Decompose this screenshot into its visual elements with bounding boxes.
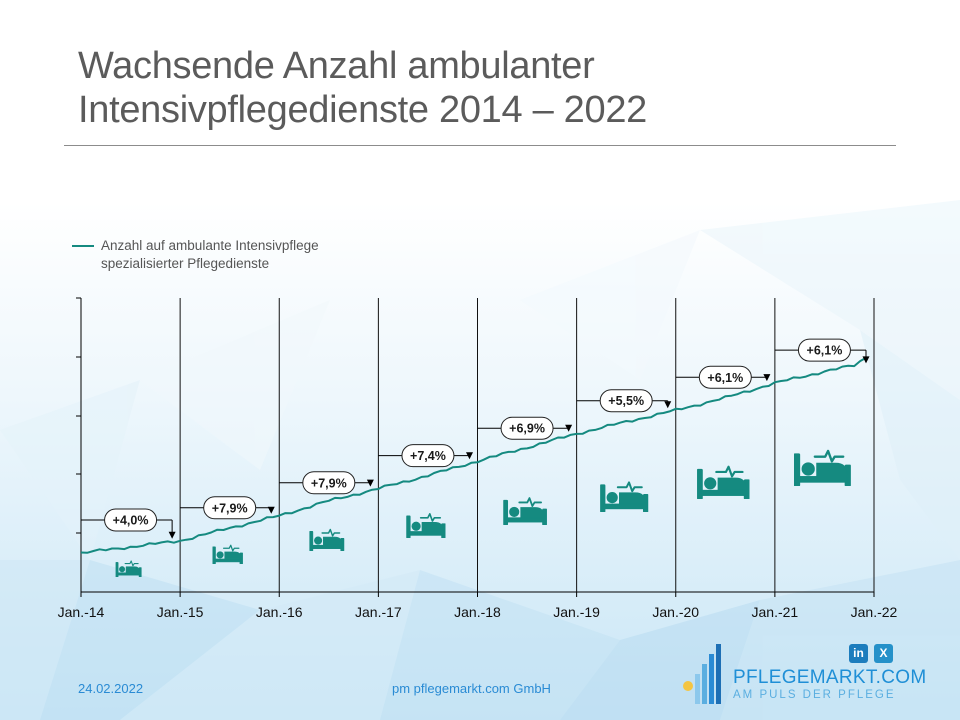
annotation-pill (500, 416, 554, 440)
x-tick-labels: Jan.-14 Jan.-15 Jan.-16 Jan.-17 Jan.-18 Jan.-… (58, 604, 898, 620)
annotation-label: +7,9% (311, 476, 347, 490)
x-tick-label: Jan.-20 (652, 604, 699, 620)
pflegemarkt-logo-icon (683, 644, 721, 704)
annotation-pill (401, 444, 455, 468)
footer-date: 24.02.2022 (78, 681, 144, 696)
annotation-arrowhead (267, 506, 275, 514)
annotation-label: +6,1% (807, 344, 843, 358)
grid (80, 298, 875, 597)
legend-label: Anzahl auf ambulante Intensivpflege spez… (101, 238, 319, 271)
annotation-pill (698, 365, 752, 389)
annotation-pill (203, 496, 257, 520)
annotation-label: +5,5% (608, 394, 644, 408)
annotation-arrowhead (366, 479, 374, 487)
x-tick-label: Jan.-14 (58, 604, 105, 620)
hospital-bed-icon (212, 544, 243, 564)
brand-tagline: AM PULS DER PFLEGE (733, 689, 896, 701)
hospital-bed-icon (600, 481, 649, 512)
annotation-arrowhead (862, 356, 870, 364)
x-tick-label: Jan.-22 (851, 604, 898, 620)
hospital-bed-icon (309, 528, 345, 552)
annotation-label: +6,9% (509, 422, 545, 436)
annotation-label: +6,1% (707, 371, 743, 385)
hospital-bed-icon (115, 560, 142, 577)
annotation-pill (599, 389, 653, 413)
annotations: +4,0% +7,9% +7,9% +7,4% +6,9% +5,5% +6,1% +6,1% (81, 338, 870, 539)
series-line-path (80, 356, 867, 554)
annotation-pill (797, 338, 851, 362)
annotation-arrowhead (664, 401, 672, 409)
annotation-arrowhead (763, 374, 771, 382)
x-tick-label: Jan.-21 (752, 604, 799, 620)
xing-icon[interactable]: X (874, 644, 893, 663)
annotation-arrowhead (168, 531, 176, 539)
annotation-arrowhead (466, 452, 473, 460)
footer-company: pm pflegemarkt.com GmbH (392, 681, 551, 696)
annotation-pill (302, 471, 356, 495)
annotation-pill (104, 508, 158, 532)
legend-swatch (72, 245, 94, 247)
plot-frame (76, 297, 874, 593)
x-tick-label: Jan.-16 (256, 604, 303, 620)
page-title: Wachsende Anzahl ambulanter Intensivpfle… (78, 45, 648, 131)
annotation-label: +4,0% (113, 514, 149, 528)
x-tick-label: Jan.-17 (355, 604, 402, 620)
x-tick-label: Jan.-18 (454, 604, 501, 620)
hospital-bed-icon (697, 465, 750, 500)
hospital-bed-icon (406, 513, 446, 539)
title-divider (64, 145, 896, 146)
hospital-bed-icon (503, 497, 547, 526)
legend: Anzahl auf ambulante Intensivpflege spez… (72, 237, 381, 273)
annotation-label: +7,9% (212, 501, 248, 515)
annotation-label: +7,4% (410, 449, 446, 463)
series-line (80, 356, 867, 554)
linkedin-icon[interactable]: in (849, 644, 868, 663)
x-tick-label: Jan.-19 (553, 604, 600, 620)
hospital-bed-icon (794, 449, 851, 487)
brand-name: PFLEGEMARKT.COM (733, 667, 927, 688)
x-tick-label: Jan.-15 (157, 604, 204, 620)
annotation-arrowhead (565, 424, 573, 432)
